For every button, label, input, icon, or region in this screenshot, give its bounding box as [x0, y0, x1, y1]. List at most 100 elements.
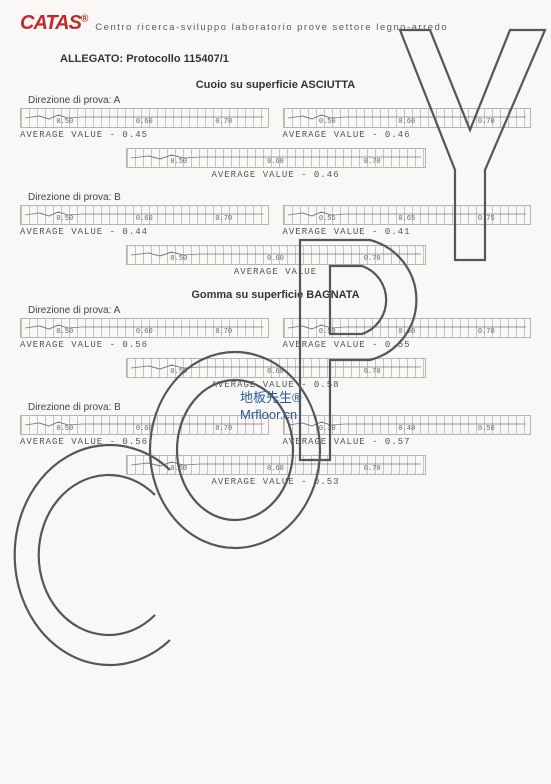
avg-row: AVERAGE VALUE - 0.56 AVERAGE VALUE - 0.5… [20, 437, 531, 447]
average-value: AVERAGE VALUE - 0.46 [283, 130, 532, 140]
tick-label: 0.60 [136, 118, 153, 126]
chart-ticks: 0.50 0.60 0.70 [284, 328, 531, 336]
measurement-chart: 0.50 0.60 0.70 [20, 108, 269, 128]
tick-label: 0.60 [136, 425, 153, 433]
tick-label: 0.50 [319, 328, 336, 336]
tick-label: 0.70 [364, 158, 381, 166]
measurement-chart: 0.50 0.60 0.70 [126, 245, 426, 265]
chart-row-single: 0.50 0.60 0.70 [20, 358, 531, 378]
trademark-icon: ® [81, 13, 87, 24]
allegato-line: ALLEGATO: Protocollo 115407/1 [60, 53, 531, 65]
chart-ticks: 0.50 0.60 0.70 [127, 255, 425, 263]
measurement-chart: 0.50 0.60 0.70 [126, 455, 426, 475]
chart-ticks: 0.50 0.60 0.70 [21, 328, 268, 336]
test-block: Cuoio su superficie ASCIUTTA Direzione di… [20, 79, 531, 180]
average-value: AVERAGE VALUE - 0.41 [283, 227, 532, 237]
test-block: Gomma su superficie BAGNATA Direzione di … [20, 289, 531, 390]
tick-label: 0.50 [170, 255, 187, 263]
test-block: Direzione di prova: B 0.500.600.70 0.300… [20, 402, 531, 487]
chart-ticks: 0.50 0.60 0.70 [284, 118, 531, 126]
tick-label: 0.70 [215, 425, 232, 433]
header: CATAS® Centro ricerca-sviluppo laborator… [20, 12, 531, 35]
tick-label: 0.55 [319, 215, 336, 223]
measurement-chart: 0.50 0.60 0.70 [283, 318, 532, 338]
tick-label: 0.70 [215, 328, 232, 336]
page: CATAS® Centro ricerca-sviluppo laborator… [0, 0, 551, 784]
avg-row: AVERAGE VALUE - 0.45 AVERAGE VALUE - 0.4… [20, 130, 531, 140]
tick-label: 0.50 [170, 465, 187, 473]
tick-label: 0.50 [56, 425, 73, 433]
measurement-chart: 0.50 0.60 0.70 [283, 108, 532, 128]
test-block: Direzione di prova: B 0.500.600.70 0.550… [20, 192, 531, 277]
average-value: AVERAGE VALUE - 0.57 [283, 437, 532, 447]
average-value: AVERAGE VALUE [20, 267, 531, 277]
chart-row: 0.50 0.60 0.70 0.30 0.40 0.50 [20, 415, 531, 435]
tick-label: 0.60 [267, 255, 284, 263]
chart-row: 0.50 0.60 0.70 0.50 0.60 0.70 [20, 318, 531, 338]
section-title: Gomma su superficie BAGNATA [20, 289, 531, 301]
brand-tagline: Centro ricerca-sviluppo laboratorio prov… [95, 22, 448, 35]
chart-row: 0.500.600.70 0.55 0.65 0.75 [20, 205, 531, 225]
chart-ticks: 0.30 0.40 0.50 [284, 425, 531, 433]
chart-ticks: 0.50 0.60 0.70 [127, 158, 425, 166]
average-value: AVERAGE VALUE - 0.58 [20, 380, 531, 390]
tick-label: 0.30 [319, 425, 336, 433]
tick-label: 0.70 [364, 368, 381, 376]
measurement-chart: 0.50 0.60 0.70 [126, 358, 426, 378]
chart-row-single: 0.50 0.60 0.70 [20, 245, 531, 265]
tick-label: 0.60 [267, 465, 284, 473]
avg-row: AVERAGE VALUE - 0.44 AVERAGE VALUE - 0.4… [20, 227, 531, 237]
average-value: AVERAGE VALUE - 0.44 [20, 227, 269, 237]
tick-label: 0.50 [56, 215, 73, 223]
tick-label: 0.60 [267, 158, 284, 166]
chart-row-single: 0.50 0.60 0.70 [20, 148, 531, 168]
measurement-chart: 0.30 0.40 0.50 [283, 415, 532, 435]
chart-ticks: 0.50 0.60 0.70 [21, 425, 268, 433]
tick-label: 0.70 [215, 118, 232, 126]
tick-label: 0.50 [478, 425, 495, 433]
average-value: AVERAGE VALUE - 0.53 [20, 477, 531, 487]
chart-row-single: 0.50 0.60 0.70 [20, 455, 531, 475]
average-value: AVERAGE VALUE - 0.56 [20, 437, 269, 447]
tick-label: 0.50 [170, 158, 187, 166]
direction-label: Direzione di prova: A [28, 305, 531, 316]
average-value: AVERAGE VALUE - 0.46 [20, 170, 531, 180]
chart-ticks: 0.55 0.65 0.75 [284, 215, 531, 223]
average-value: AVERAGE VALUE - 0.55 [283, 340, 532, 350]
tick-label: 0.65 [398, 215, 415, 223]
direction-label: Direzione di prova: A [28, 95, 531, 106]
chart-ticks: 0.500.600.70 [21, 215, 268, 223]
tick-label: 0.40 [398, 425, 415, 433]
chart-ticks: 0.50 0.60 0.70 [127, 368, 425, 376]
measurement-chart: 0.50 0.60 0.70 [126, 148, 426, 168]
section-title: Cuoio su superficie ASCIUTTA [20, 79, 531, 91]
average-value: AVERAGE VALUE - 0.45 [20, 130, 269, 140]
average-value: AVERAGE VALUE - 0.56 [20, 340, 269, 350]
measurement-chart: 0.55 0.65 0.75 [283, 205, 532, 225]
tick-label: 0.70 [364, 465, 381, 473]
tick-label: 0.70 [215, 215, 232, 223]
tick-label: 0.60 [398, 118, 415, 126]
tick-label: 0.70 [478, 118, 495, 126]
brand-logo: CATAS® [20, 12, 87, 35]
chart-ticks: 0.50 0.60 0.70 [21, 118, 268, 126]
direction-label: Direzione di prova: B [28, 402, 531, 413]
measurement-chart: 0.500.600.70 [20, 205, 269, 225]
tick-label: 0.50 [56, 328, 73, 336]
chart-ticks: 0.50 0.60 0.70 [127, 465, 425, 473]
direction-label: Direzione di prova: B [28, 192, 531, 203]
tick-label: 0.50 [56, 118, 73, 126]
tick-label: 0.70 [364, 255, 381, 263]
tick-label: 0.60 [267, 368, 284, 376]
measurement-chart: 0.50 0.60 0.70 [20, 415, 269, 435]
avg-row: AVERAGE VALUE - 0.56 AVERAGE VALUE - 0.5… [20, 340, 531, 350]
tick-label: 0.70 [478, 328, 495, 336]
tick-label: 0.60 [398, 328, 415, 336]
measurement-chart: 0.50 0.60 0.70 [20, 318, 269, 338]
tick-label: 0.60 [136, 328, 153, 336]
chart-row: 0.50 0.60 0.70 0.50 0.60 0.70 [20, 108, 531, 128]
tick-label: 0.50 [319, 118, 336, 126]
brand-name: CATAS [20, 12, 81, 34]
tick-label: 0.75 [478, 215, 495, 223]
tick-label: 0.50 [170, 368, 187, 376]
